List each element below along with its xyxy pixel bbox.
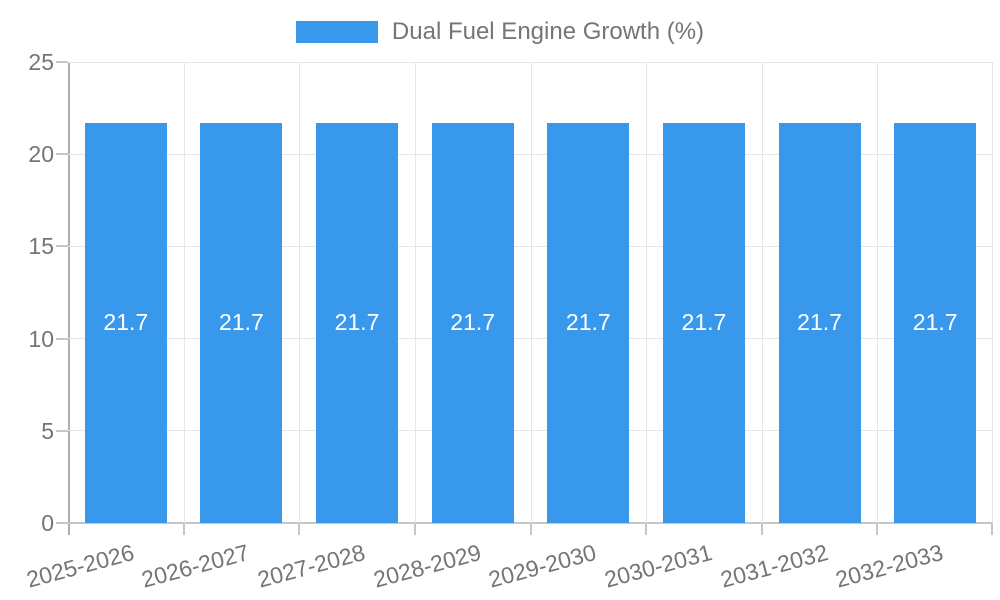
y-tick [56,429,68,432]
bar[interactable]: 21.7 [84,122,167,523]
bar[interactable]: 21.7 [316,122,399,523]
x-tick [298,523,300,535]
bar[interactable]: 21.7 [894,122,977,523]
x-grid-line [183,62,185,523]
x-tick [761,523,763,535]
y-tick-label: 5 [41,417,54,444]
bar[interactable]: 21.7 [547,122,630,523]
bar[interactable]: 21.7 [778,122,861,523]
x-grid-line [876,62,878,523]
bar-value-label: 21.7 [334,309,380,336]
y-axis-line [68,62,70,535]
x-grid-line [298,62,300,523]
legend-label: Dual Fuel Engine Growth (%) [391,18,705,45]
bar-value-label: 21.7 [103,309,149,336]
x-grid-line [992,62,993,523]
bar[interactable]: 21.7 [200,122,283,523]
x-tick [991,523,993,535]
x-grid-line [761,62,763,523]
bar[interactable]: 21.7 [662,122,745,523]
bar[interactable]: 21.7 [431,122,514,523]
y-tick [56,153,68,156]
y-tick-label: 15 [28,233,54,260]
bar-value-label: 21.7 [912,309,958,336]
bar-value-label: 21.7 [450,309,496,336]
bar-value-label: 21.7 [681,309,727,336]
y-tick [56,522,68,524]
y-tick-label: 25 [28,49,54,75]
y-tick [56,337,68,340]
x-tick [530,523,532,535]
y-tick-label: 10 [28,325,54,352]
bar-value-label: 21.7 [797,309,842,336]
x-grid-line [414,62,416,523]
x-tick [876,523,878,535]
x-tick [183,523,185,535]
legend-swatch[interactable] [295,21,378,43]
bar-value-label: 21.7 [565,309,611,336]
y-tick-label: 0 [41,510,54,536]
plot-area: 0 5 10 15 20 25 21.7 2025-2026 21.7 2026-2027 21.7… [24,49,993,593]
x-tick [645,523,647,535]
y-tick [56,245,68,248]
bar-value-label: 21.7 [219,309,264,336]
x-grid-line [645,62,647,523]
x-grid-line [530,62,532,523]
y-tick-label: 20 [28,141,54,168]
legend[interactable]: Dual Fuel Engine Growth (%) [0,18,1000,46]
x-tick [414,523,416,535]
y-tick [56,61,68,63]
